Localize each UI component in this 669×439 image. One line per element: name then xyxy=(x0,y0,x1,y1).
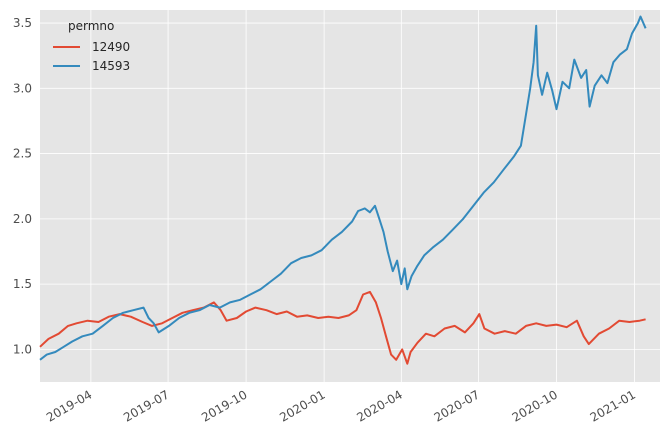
x-tick-label: 2020-10 xyxy=(510,387,560,424)
y-tick-label: 3.5 xyxy=(13,16,32,30)
y-tick-label: 1.5 xyxy=(13,277,32,291)
y-tick-label: 2.0 xyxy=(13,212,32,226)
y-tick-label: 1.0 xyxy=(13,342,32,356)
x-tick-label: 2019-04 xyxy=(44,387,94,424)
x-tick-label: 2019-07 xyxy=(121,387,171,424)
x-tick-label: 2020-07 xyxy=(432,387,482,424)
y-tick-label: 2.5 xyxy=(13,147,32,161)
series-line-14593 xyxy=(39,15,647,361)
legend: permno 12490 14593 xyxy=(53,19,130,73)
legend-label-14593: 14593 xyxy=(92,59,130,73)
x-tick-label: 2020-01 xyxy=(277,387,327,424)
x-tick-label: 2021-01 xyxy=(588,387,638,424)
x-tick-label: 2020-04 xyxy=(354,387,404,424)
grid-lines xyxy=(40,10,660,382)
y-tick-label: 3.0 xyxy=(13,81,32,95)
legend-title: permno xyxy=(68,19,114,33)
legend-label-12490: 12490 xyxy=(92,40,130,54)
x-tick-label: 2019-10 xyxy=(199,387,249,424)
series-lines xyxy=(39,15,647,365)
